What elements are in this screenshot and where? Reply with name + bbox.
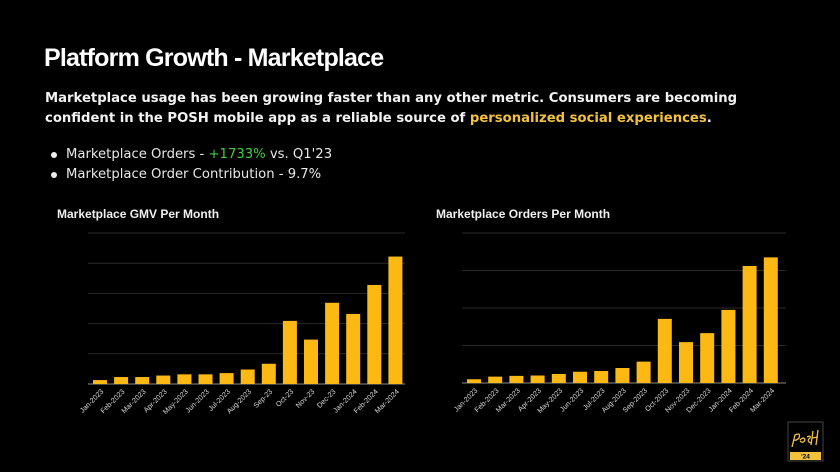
gmv-x-tick-label: Oct-23 <box>274 387 296 409</box>
intro-text: Marketplace usage has been growing faste… <box>45 91 738 126</box>
orders-bar <box>573 371 587 383</box>
gmv-bar <box>135 377 150 384</box>
orders-bar <box>615 368 630 383</box>
gmv-bar <box>282 320 297 384</box>
posh-signature <box>791 429 819 448</box>
stats-list: Marketplace Orders - +1733% vs. Q1'23 Ma… <box>50 145 332 185</box>
gmv-bar <box>304 339 318 384</box>
bullet-icon <box>51 152 57 158</box>
stat-highlight: +1733% <box>208 147 266 162</box>
logo-year-band <box>790 452 821 460</box>
gmv-bar <box>261 363 276 384</box>
intro-end: . <box>706 111 712 126</box>
gmv-bar <box>367 284 382 384</box>
bullet-icon <box>51 172 57 178</box>
stat-label: Marketplace Orders - <box>66 147 209 162</box>
gmv-bar <box>325 302 340 384</box>
gmv-bar <box>156 375 171 384</box>
orders-bar <box>657 318 672 383</box>
stat-label: Marketplace Order Contribution - 9.7% <box>66 167 322 182</box>
intro-paragraph: Marketplace usage has been growing faste… <box>45 89 805 129</box>
gmv-bar <box>177 374 192 384</box>
orders-bar <box>551 374 566 383</box>
orders-bar <box>721 309 736 383</box>
gmv-bar <box>93 380 107 384</box>
orders-bar <box>636 361 651 383</box>
orders-bar <box>763 257 778 383</box>
gmv-chart-title: Marketplace GMV Per Month <box>57 207 220 221</box>
gmv-x-tick-label: Sep-23 <box>251 387 274 410</box>
orders-bar <box>594 371 609 383</box>
gmv-bar <box>346 313 361 384</box>
orders-bar <box>467 379 481 383</box>
orders-chart-title: Marketplace Orders Per Month <box>436 207 611 221</box>
posh-24-logo: '24 <box>787 421 824 462</box>
stat-order-contribution: Marketplace Order Contribution - 9.7% <box>50 165 332 185</box>
gmv-bar <box>219 373 234 384</box>
orders-bar <box>509 375 524 383</box>
orders-bar <box>742 266 757 383</box>
gmv-bar <box>198 374 213 384</box>
gmv-x-tick-label: Nov-23 <box>294 387 317 410</box>
orders-bar <box>488 376 503 383</box>
intro-highlight: personalized social experiences <box>469 111 707 126</box>
orders-bar <box>530 375 545 383</box>
gmv-bar <box>114 377 129 384</box>
orders-bar <box>679 342 693 383</box>
stat-orders-growth: Marketplace Orders - +1733% vs. Q1'23 <box>50 145 332 165</box>
gmv-bar <box>240 369 255 384</box>
stat-suffix: vs. Q1'23 <box>265 147 333 162</box>
gmv-bar <box>388 256 403 384</box>
logo-year: '24 <box>801 454 810 461</box>
page-title: Platform Growth - Marketplace <box>44 44 384 72</box>
orders-bar <box>700 333 715 383</box>
